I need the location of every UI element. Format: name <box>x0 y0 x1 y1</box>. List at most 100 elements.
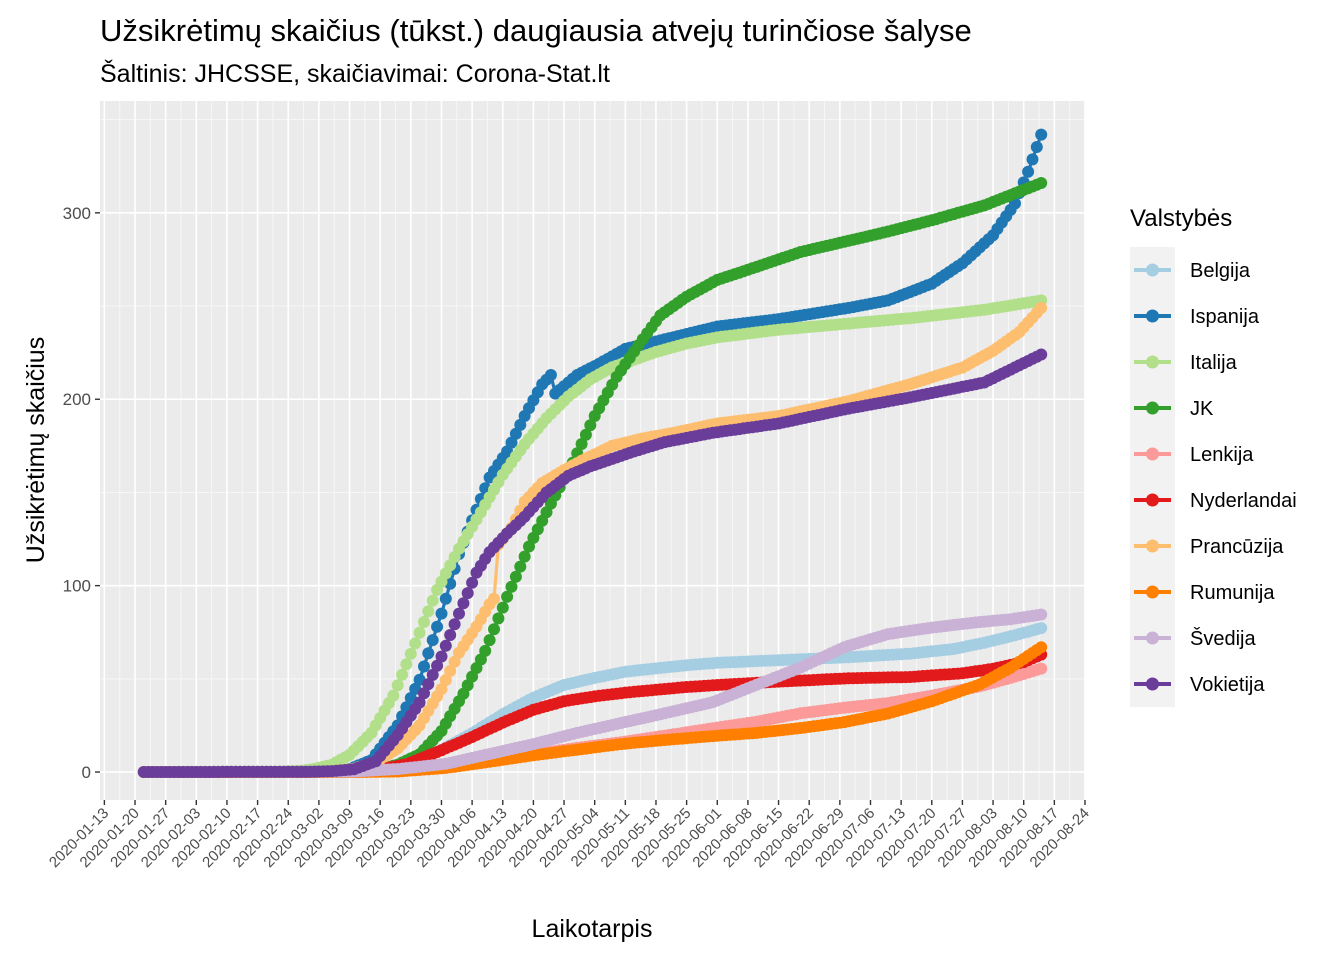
data-point <box>387 689 400 702</box>
legend-key-point <box>1146 539 1159 553</box>
data-point <box>575 438 588 450</box>
data-point <box>466 576 479 589</box>
data-point <box>584 419 597 432</box>
legend-item: Lenkija <box>1134 444 1254 466</box>
chart-title: Užsikrėtimų skaičius (tūkst.) daugiausia… <box>100 13 972 48</box>
data-point <box>448 618 461 631</box>
data-point <box>426 634 439 647</box>
legend-key-point <box>1146 631 1159 645</box>
legend-key-point <box>1146 677 1159 691</box>
data-point <box>479 644 492 657</box>
legend-key-point <box>1146 585 1159 599</box>
data-point <box>518 550 531 563</box>
legend-label: Rumunija <box>1190 582 1275 604</box>
data-point <box>422 647 435 660</box>
data-point <box>418 660 430 673</box>
data-point <box>514 560 527 573</box>
legend-item: Italija <box>1134 352 1238 374</box>
data-point <box>544 369 557 381</box>
data-point <box>435 607 448 620</box>
legend-label: Švedija <box>1190 627 1256 650</box>
data-point <box>418 616 430 628</box>
data-point <box>448 655 461 668</box>
data-point <box>453 607 465 620</box>
y-tick-label: 0 <box>82 763 91 782</box>
legend-label: Lenkija <box>1190 444 1254 466</box>
data-point <box>1022 165 1035 178</box>
y-tick-label: 300 <box>63 204 91 223</box>
chart-subtitle: Šaltinis: JHCSSE, skaičiavimai: Corona-S… <box>100 59 610 88</box>
y-tick-label: 100 <box>63 577 91 596</box>
legend-key-point <box>1146 263 1159 277</box>
legend-key-point <box>1146 447 1159 461</box>
legend-label: Italija <box>1190 352 1238 374</box>
data-point <box>501 590 514 603</box>
legend-label: Belgija <box>1190 260 1251 282</box>
x-axis-title: Laikotarpis <box>532 915 653 943</box>
data-point <box>404 647 417 660</box>
series-layer <box>137 128 1048 778</box>
y-tick-label: 200 <box>63 390 91 409</box>
legend-label: Vokietija <box>1190 674 1265 696</box>
legend-item: Rumunija <box>1134 582 1275 604</box>
legend-item: JK <box>1134 398 1214 420</box>
grid-major <box>100 101 1086 800</box>
legend-item: Ispanija <box>1134 306 1260 328</box>
data-point <box>396 668 409 681</box>
y-axis: 0 100 200 300 <box>63 204 100 782</box>
legend-item: Prancūzija <box>1134 536 1284 558</box>
legend-key-point <box>1146 309 1159 323</box>
data-point <box>1035 641 1048 654</box>
data-point <box>413 696 426 709</box>
data-point <box>426 668 439 681</box>
data-point <box>1035 622 1048 635</box>
legend-label: Prancūzija <box>1190 536 1284 558</box>
data-point <box>413 626 426 639</box>
data-point <box>400 658 413 671</box>
data-point <box>505 580 518 593</box>
data-point <box>435 650 448 663</box>
data-point <box>1030 141 1043 153</box>
data-point <box>1026 153 1039 166</box>
data-point <box>483 634 496 647</box>
data-point <box>422 605 435 618</box>
legend-item: Vokietija <box>1134 674 1265 696</box>
x-axis: 2020-01-132020-01-202020-01-272020-02-03… <box>46 800 1093 871</box>
data-point <box>461 587 474 600</box>
data-point <box>391 679 404 692</box>
data-point <box>1035 348 1048 361</box>
data-point <box>444 664 457 677</box>
data-point <box>1035 301 1048 314</box>
data-point <box>444 629 457 641</box>
legend-key-point <box>1146 355 1159 369</box>
data-point <box>435 683 448 696</box>
legend-title: Valstybės <box>1130 205 1232 232</box>
legend-item: Belgija <box>1134 260 1251 282</box>
legend-label: Ispanija <box>1190 306 1260 328</box>
data-point <box>409 637 422 650</box>
legend-label: Nyderlandai <box>1190 490 1297 512</box>
legend-item: Nyderlandai <box>1134 490 1297 512</box>
data-point <box>439 639 452 652</box>
series-Vokietija <box>137 348 1048 778</box>
legend-label: JK <box>1190 398 1214 420</box>
legend-key-point <box>1146 401 1159 415</box>
data-point <box>422 678 435 691</box>
data-point <box>514 418 527 431</box>
data-point <box>457 597 470 610</box>
legend-items: Belgija Ispanija Italija JK Lenkija Nyderland… <box>1134 260 1297 696</box>
series-Švedija <box>137 608 1048 778</box>
data-point <box>1035 608 1048 621</box>
data-point <box>496 601 509 614</box>
legend-item: Švedija <box>1134 627 1256 650</box>
data-point <box>439 674 452 686</box>
data-point <box>418 687 430 700</box>
data-point <box>492 612 505 625</box>
data-point <box>431 659 444 672</box>
data-point <box>488 592 500 605</box>
data-point <box>505 436 518 449</box>
legend: Valstybės Belgija Ispanija Italija JK Lenkij… <box>1130 205 1297 707</box>
data-point <box>1035 662 1048 675</box>
